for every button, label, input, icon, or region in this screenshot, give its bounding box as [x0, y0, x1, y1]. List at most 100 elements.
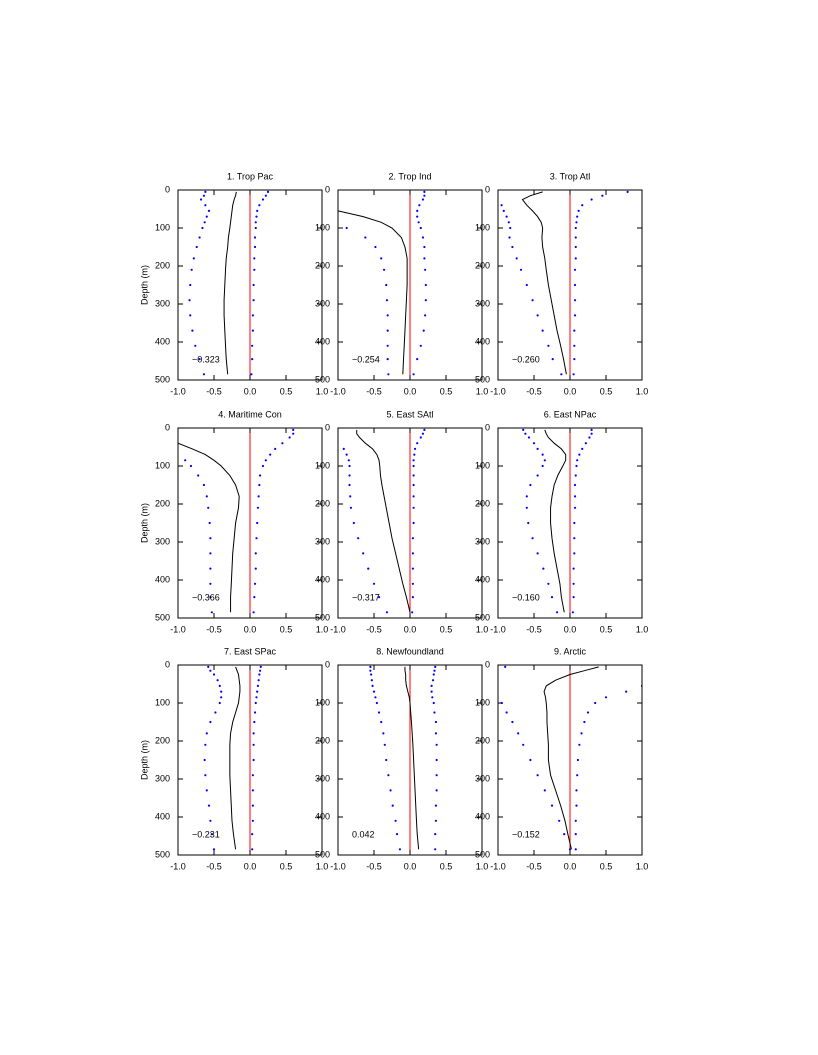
y-tick-label: 400 — [475, 811, 490, 821]
dot — [421, 198, 425, 201]
y-tick-label: 400 — [155, 811, 170, 821]
dot — [411, 582, 414, 585]
y-tick-label: 100 — [475, 222, 490, 232]
dot — [626, 190, 629, 193]
dot — [511, 245, 514, 249]
dot — [435, 789, 438, 792]
y-tick-label: 0 — [485, 184, 490, 194]
x-tick-label: 0.0 — [244, 861, 257, 871]
dot — [551, 358, 554, 361]
y-tick-label: 400 — [155, 574, 170, 584]
dot — [253, 596, 256, 599]
dot — [380, 257, 383, 260]
dot — [251, 833, 254, 836]
y-tick-label: 0 — [165, 184, 170, 194]
dot — [386, 358, 389, 361]
dot — [385, 299, 389, 302]
dot — [434, 665, 437, 669]
dot — [204, 774, 207, 777]
x-tick-label: 1.0 — [316, 386, 329, 396]
dot — [362, 552, 365, 555]
dot — [573, 314, 577, 317]
dot — [349, 495, 352, 498]
dot — [383, 743, 386, 746]
y-tick-label: 300 — [315, 773, 330, 783]
dot — [529, 758, 532, 762]
dot — [199, 198, 203, 201]
x-tick-label: -1.0 — [330, 861, 346, 871]
dot — [584, 442, 587, 445]
dot — [372, 690, 376, 693]
dot — [574, 236, 577, 239]
dot — [416, 215, 419, 218]
dot — [210, 611, 213, 614]
dot — [258, 483, 261, 487]
x-tick-label: -0.5 — [366, 386, 382, 396]
x-tick-label: 0.0 — [404, 386, 417, 396]
dot — [502, 209, 505, 212]
dot — [347, 459, 350, 462]
plot-area — [500, 665, 642, 851]
dot — [395, 833, 399, 836]
dot — [574, 848, 577, 851]
dot — [411, 596, 414, 599]
dot — [256, 684, 260, 688]
dot — [412, 464, 415, 468]
y-tick-label: 500 — [155, 374, 170, 384]
panel: 4. Maritime Con Depth (m) -1.0 -0.5 0.0 0.5 1.… — [139, 409, 328, 634]
dot — [269, 453, 272, 456]
dot — [386, 329, 389, 332]
dot — [527, 436, 531, 439]
dot — [573, 483, 577, 487]
dot — [519, 268, 523, 271]
dot — [574, 245, 577, 249]
dot — [423, 257, 426, 260]
dot — [434, 848, 437, 851]
y-tick-label: 200 — [155, 498, 170, 508]
y-tick-label: 500 — [315, 374, 330, 384]
panel: 2. Trop Ind -1.0 -0.5 0.0 0.5 1.0 0 100 200 300 40… — [315, 171, 488, 396]
dot — [536, 314, 539, 317]
dot — [252, 299, 255, 302]
dot — [586, 711, 590, 714]
dot — [202, 194, 206, 197]
frame — [177, 664, 323, 856]
dot — [525, 283, 528, 287]
dot — [505, 711, 508, 714]
frame — [497, 427, 643, 619]
dot — [413, 447, 417, 450]
plot-area — [369, 665, 438, 851]
dot — [416, 442, 419, 445]
dot — [250, 373, 253, 376]
dot — [348, 483, 351, 487]
dot — [434, 819, 438, 822]
dot — [411, 552, 414, 555]
x-tick-label: 0.5 — [440, 386, 453, 396]
panel-title: 2. Trop Ind — [388, 171, 431, 181]
dot — [550, 596, 554, 599]
y-axis-label: Depth (m) — [139, 503, 149, 543]
annotation: −0.160 — [512, 592, 540, 602]
x-tick-label: -0.5 — [206, 861, 222, 871]
y-tick-label: 500 — [315, 612, 330, 622]
x-tick-label: -0.5 — [366, 624, 382, 634]
frame — [177, 427, 323, 619]
dot — [577, 209, 580, 212]
panel-title: 3. Trop Atl — [550, 171, 591, 181]
x-tick-label: 0.0 — [404, 624, 417, 634]
x-tick-label: -1.0 — [490, 624, 506, 634]
dot — [509, 226, 512, 230]
dot — [581, 204, 584, 207]
dot — [209, 819, 212, 822]
dot — [421, 432, 425, 435]
dot — [205, 732, 208, 735]
dot — [254, 221, 257, 224]
dot — [204, 204, 207, 207]
dot — [251, 819, 254, 822]
dot — [255, 696, 258, 699]
x-tick-label: -0.5 — [526, 386, 542, 396]
dot — [424, 268, 427, 271]
dot — [555, 611, 559, 614]
panel: 1. Trop Pac Depth (m) -1.0 -0.5 0.0 0.5 1.0 0 10… — [139, 171, 328, 396]
